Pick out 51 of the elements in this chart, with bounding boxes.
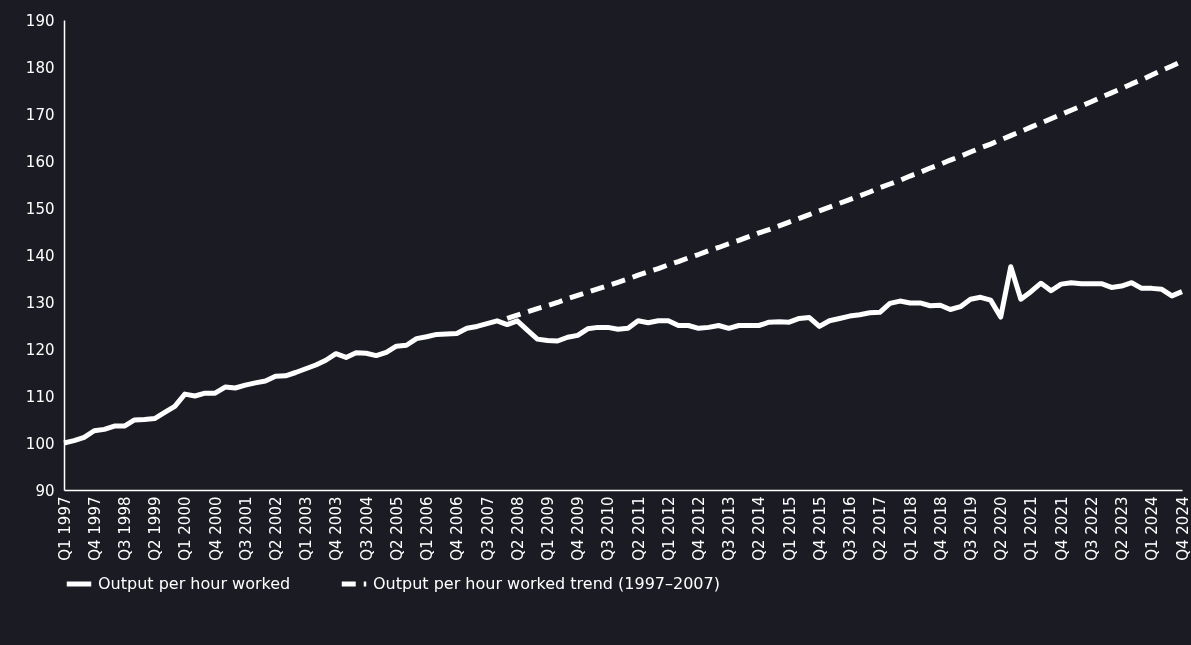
x-tick-label: Q2 2005 xyxy=(387,496,406,561)
y-tick-label: 180 xyxy=(25,58,55,77)
y-tick-label: 120 xyxy=(25,340,55,359)
x-tick-label: Q1 1997 xyxy=(55,496,74,561)
x-tick-label: Q3 2022 xyxy=(1082,496,1101,561)
y-tick-label: 160 xyxy=(25,152,55,171)
x-tick-label: Q4 2003 xyxy=(327,496,346,561)
x-tick-label: Q2 2020 xyxy=(992,496,1011,561)
x-tick-label: Q2 2023 xyxy=(1113,496,1132,561)
y-tick-label: 90 xyxy=(35,481,55,500)
x-tick-label: Q4 2009 xyxy=(569,496,588,561)
x-tick-label: Q3 2004 xyxy=(357,496,376,561)
x-tick-label: Q2 2014 xyxy=(750,496,769,561)
x-tick-label: Q3 2016 xyxy=(841,496,860,561)
legend-label: Output per hour worked trend (1997–2007) xyxy=(373,574,720,593)
y-tick-label: 190 xyxy=(25,11,55,30)
x-tick-label: Q3 2001 xyxy=(236,496,255,561)
y-tick-label: 150 xyxy=(25,199,55,218)
x-tick-label: Q1 2009 xyxy=(538,496,557,561)
x-tick-label: Q4 2018 xyxy=(931,496,950,561)
x-tick-label: Q3 2013 xyxy=(720,496,739,561)
x-tick-label: Q1 2006 xyxy=(418,496,437,561)
y-tick-label: 170 xyxy=(25,105,55,124)
x-tick-label: Q4 2012 xyxy=(690,496,709,561)
x-tick-label: Q1 2015 xyxy=(780,496,799,561)
legend-label: Output per hour worked xyxy=(98,574,291,593)
x-tick-label: Q1 2024 xyxy=(1143,496,1162,561)
x-tick-label: Q1 2021 xyxy=(1022,496,1041,561)
x-tick-label: Q4 2021 xyxy=(1052,496,1071,561)
x-tick-label: Q3 1998 xyxy=(115,496,134,561)
x-tick-label: Q3 2010 xyxy=(599,496,618,561)
x-tick-label: Q1 2000 xyxy=(176,496,195,561)
x-tick-label: Q2 2002 xyxy=(267,496,286,561)
x-tick-label: Q3 2019 xyxy=(961,496,980,561)
x-tick-label: Q3 2007 xyxy=(478,496,497,561)
x-tick-label: Q2 2011 xyxy=(629,496,648,561)
y-tick-label: 100 xyxy=(25,434,55,453)
x-tick-label: Q4 2015 xyxy=(810,496,829,561)
x-tick-label: Q1 2003 xyxy=(297,496,316,561)
x-tick-label: Q2 2017 xyxy=(871,496,890,561)
x-tick-label: Q4 1997 xyxy=(85,496,104,561)
y-tick-label: 140 xyxy=(25,246,55,265)
x-tick-label: Q1 2018 xyxy=(901,496,920,561)
x-tick-label: Q1 2012 xyxy=(659,496,678,561)
x-tick-label: Q4 2024 xyxy=(1173,496,1191,561)
x-tick-label: Q4 2006 xyxy=(448,496,467,561)
y-tick-label: 110 xyxy=(25,387,55,406)
y-tick-label: 130 xyxy=(25,293,55,312)
x-tick-label: Q4 2000 xyxy=(206,496,225,561)
x-tick-label: Q2 1999 xyxy=(146,496,165,561)
x-tick-label: Q2 2008 xyxy=(508,496,527,561)
